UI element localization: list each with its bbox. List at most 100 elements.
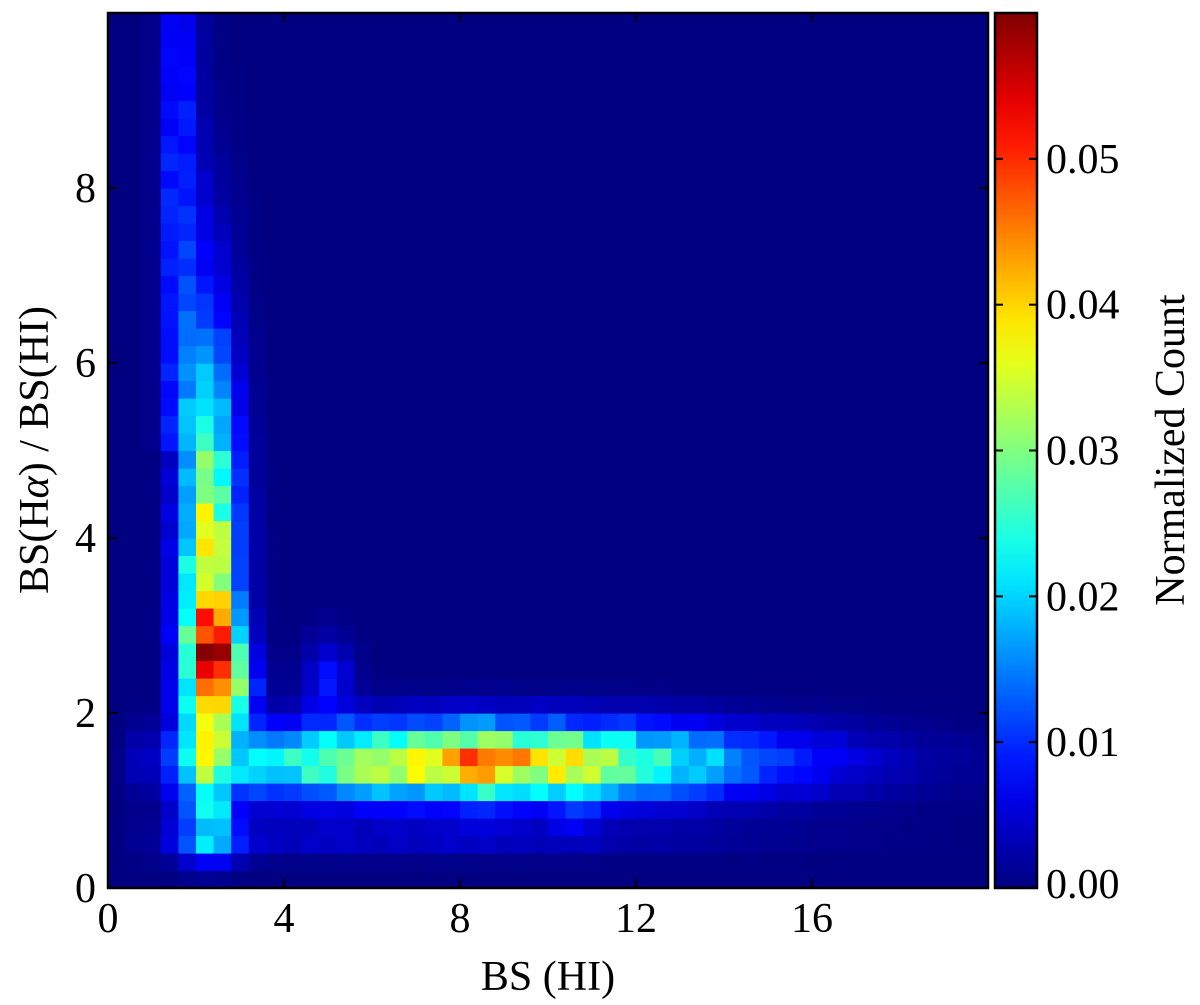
heatmap-cell bbox=[882, 153, 901, 172]
heatmap-cell bbox=[706, 13, 725, 32]
heatmap-cell bbox=[688, 223, 707, 242]
heatmap-cell bbox=[460, 590, 479, 609]
heatmap-cell bbox=[231, 310, 250, 329]
heatmap-cell bbox=[160, 223, 179, 242]
heatmap-cell bbox=[952, 13, 971, 32]
heatmap-cell bbox=[354, 730, 373, 749]
heatmap-cell bbox=[548, 328, 567, 347]
heatmap-cell bbox=[847, 380, 866, 399]
heatmap-cell bbox=[864, 65, 883, 84]
heatmap-cell bbox=[196, 188, 215, 207]
heatmap-cell bbox=[389, 65, 408, 84]
heatmap-cell bbox=[900, 625, 919, 644]
heatmap-cell bbox=[636, 590, 655, 609]
heatmap-cell bbox=[372, 608, 391, 627]
heatmap-cell bbox=[442, 870, 461, 889]
heatmap-cell bbox=[653, 695, 672, 714]
heatmap-cell bbox=[389, 30, 408, 49]
heatmap-cell bbox=[618, 485, 637, 504]
heatmap-cell bbox=[565, 240, 584, 259]
heatmap-cell bbox=[231, 293, 250, 312]
heatmap-cell bbox=[671, 450, 690, 469]
heatmap-cell bbox=[970, 100, 989, 119]
heatmap-cell bbox=[231, 713, 250, 732]
heatmap-cell bbox=[794, 660, 813, 679]
heatmap-cell bbox=[583, 135, 602, 154]
heatmap-cell bbox=[319, 713, 338, 732]
heatmap-cell bbox=[160, 415, 179, 434]
heatmap-cell bbox=[935, 713, 954, 732]
heatmap-cell bbox=[688, 520, 707, 539]
heatmap-cell bbox=[266, 258, 285, 277]
heatmap-cell bbox=[776, 433, 795, 452]
heatmap-cell bbox=[248, 555, 267, 574]
heatmap-cell bbox=[424, 65, 443, 84]
heatmap-cell bbox=[600, 835, 619, 854]
heatmap-cell bbox=[407, 170, 426, 189]
heatmap-cell bbox=[847, 398, 866, 417]
heatmap-cell bbox=[530, 188, 549, 207]
heatmap-cell bbox=[143, 608, 162, 627]
heatmap-cell bbox=[829, 345, 848, 364]
heatmap-cell bbox=[196, 818, 215, 837]
heatmap-cell bbox=[812, 170, 831, 189]
heatmap-cell bbox=[636, 678, 655, 697]
heatmap-cell bbox=[776, 135, 795, 154]
heatmap-cell bbox=[143, 468, 162, 487]
heatmap-cell bbox=[319, 765, 338, 784]
heatmap-cell bbox=[829, 765, 848, 784]
heatmap-cell bbox=[935, 555, 954, 574]
heatmap-cell bbox=[618, 83, 637, 102]
heatmap-cell bbox=[900, 450, 919, 469]
heatmap-cell bbox=[706, 170, 725, 189]
heatmap-cell bbox=[530, 100, 549, 119]
heatmap-cell bbox=[794, 170, 813, 189]
heatmap-cell bbox=[372, 118, 391, 137]
heatmap-cell bbox=[618, 153, 637, 172]
heatmap-cell bbox=[143, 13, 162, 32]
heatmap-cell bbox=[952, 853, 971, 872]
y-tick-label: 6 bbox=[75, 341, 96, 387]
heatmap-cell bbox=[565, 275, 584, 294]
heatmap-cell bbox=[548, 398, 567, 417]
heatmap-cell bbox=[213, 485, 232, 504]
heatmap-cell bbox=[477, 573, 496, 592]
heatmap-cell bbox=[354, 678, 373, 697]
heatmap-cell bbox=[213, 695, 232, 714]
heatmap-cell bbox=[653, 713, 672, 732]
heatmap-cell bbox=[512, 398, 531, 417]
heatmap-cell bbox=[653, 608, 672, 627]
heatmap-cell bbox=[284, 608, 303, 627]
heatmap-cell bbox=[600, 258, 619, 277]
heatmap-cell bbox=[759, 345, 778, 364]
heatmap-cell bbox=[143, 870, 162, 889]
heatmap-cell bbox=[724, 695, 743, 714]
heatmap-cell bbox=[248, 153, 267, 172]
heatmap-cell bbox=[653, 538, 672, 557]
heatmap-cell bbox=[864, 48, 883, 67]
heatmap-cell bbox=[512, 223, 531, 242]
heatmap-cell bbox=[565, 170, 584, 189]
heatmap-cell bbox=[336, 380, 355, 399]
heatmap-cell bbox=[741, 678, 760, 697]
heatmap-cell bbox=[424, 205, 443, 224]
heatmap-cell bbox=[460, 13, 479, 32]
heatmap-cell bbox=[143, 223, 162, 242]
heatmap-cell bbox=[600, 765, 619, 784]
heatmap-cell bbox=[882, 345, 901, 364]
heatmap-cell bbox=[178, 538, 197, 557]
heatmap-cell bbox=[917, 433, 936, 452]
heatmap-cell bbox=[741, 485, 760, 504]
heatmap-cell bbox=[530, 538, 549, 557]
heatmap-cell bbox=[266, 853, 285, 872]
heatmap-cell bbox=[178, 608, 197, 627]
heatmap-cell bbox=[653, 503, 672, 522]
heatmap-cell bbox=[354, 363, 373, 382]
heatmap-cell bbox=[548, 573, 567, 592]
heatmap-cell bbox=[495, 118, 514, 137]
heatmap-cell bbox=[442, 853, 461, 872]
heatmap-cell bbox=[125, 468, 144, 487]
heatmap-cell bbox=[776, 748, 795, 767]
heatmap-cell bbox=[724, 660, 743, 679]
heatmap-cell bbox=[143, 30, 162, 49]
